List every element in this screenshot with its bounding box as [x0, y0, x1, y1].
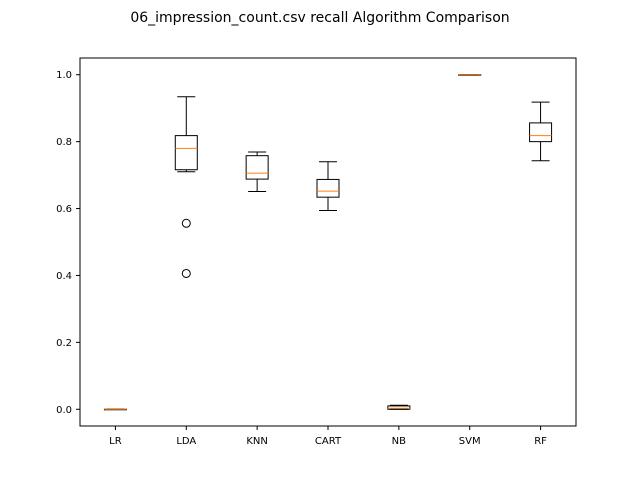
iqr-box — [387, 405, 411, 410]
outlier-point — [181, 268, 191, 278]
y-tick-label: 0.4 — [56, 271, 72, 282]
iqr-box — [245, 155, 269, 180]
iqr-box — [316, 178, 340, 198]
x-tick-label: CART — [315, 436, 342, 447]
box-svm: SVM — [458, 74, 482, 447]
box-knn: KNN — [245, 151, 269, 447]
plot-area: 0.0 0.2 0.4 0.6 0.8 1.0 LR LDA KNN CART NB SVM RF — [56, 70, 553, 447]
y-tick-label: 0.0 — [56, 405, 72, 416]
x-tick-label: SVM — [459, 436, 481, 447]
box-lda: LDA — [174, 96, 198, 447]
iqr-box — [174, 135, 198, 171]
box-cart: CART — [315, 161, 342, 447]
chart-title: 06_impression_count.csv recall Algorithm… — [130, 10, 509, 26]
x-tick-label: RF — [534, 436, 547, 447]
iqr-box — [529, 122, 553, 143]
x-tick-label: KNN — [246, 436, 268, 447]
y-tick-label: 0.8 — [56, 137, 72, 148]
x-tick-label: NB — [392, 436, 406, 447]
x-tick-label: LR — [109, 436, 122, 447]
x-tick-label: LDA — [176, 436, 196, 447]
box-nb: NB — [387, 404, 411, 447]
y-tick-label: 1.0 — [56, 70, 72, 81]
y-tick-label: 0.6 — [56, 204, 72, 215]
box-rf: RF — [529, 101, 553, 447]
box-lr: LR — [103, 408, 127, 447]
axes-frame — [79, 57, 577, 427]
outlier-point — [181, 218, 191, 228]
y-tick-label: 0.2 — [56, 338, 72, 349]
